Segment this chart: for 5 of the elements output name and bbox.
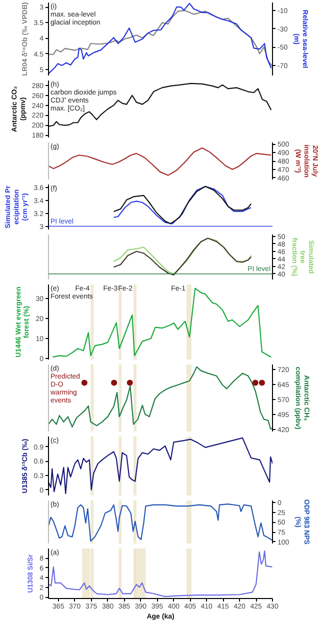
line-series xyxy=(48,2,272,74)
line-series xyxy=(48,10,272,68)
line-series xyxy=(48,437,272,494)
line-series xyxy=(48,366,272,430)
line-series xyxy=(48,82,272,127)
